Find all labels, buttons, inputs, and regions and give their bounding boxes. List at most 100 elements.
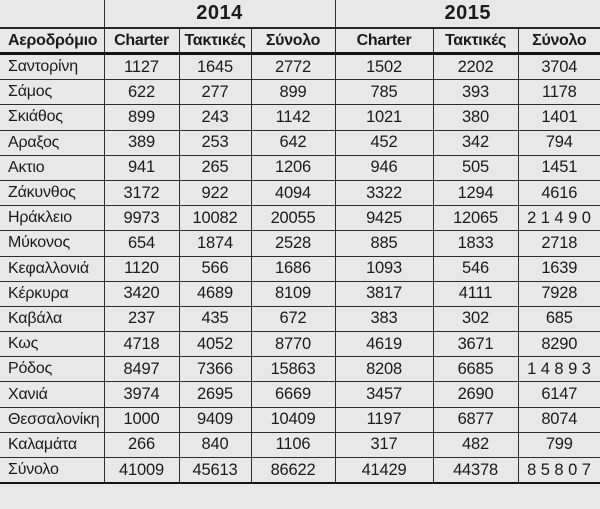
value-cell: 317 [335,432,434,459]
value-cell: 840 [179,432,252,459]
value-cell: 4094 [251,180,336,207]
value-cell: 6877 [433,407,519,433]
airport-flights-table: 2014 2015 Αεροδρόμιο Charter Τακτικές Σύ… [0,0,600,485]
value-cell: 785 [335,79,434,106]
value-cell: 672 [251,306,336,333]
value-cell: 1401 [518,104,600,131]
value-cell: 85807 [518,457,600,485]
value-cell: 1106 [251,432,336,459]
value-cell: 10409 [251,407,336,433]
value-cell: 946 [335,155,434,181]
airport-name-cell: Ζάκυνθος [0,180,105,207]
value-cell: 1833 [433,230,519,257]
charter-2015-header: Charter [335,28,434,55]
value-cell: 922 [179,180,252,207]
value-cell: 4619 [335,331,434,358]
value-cell: 3817 [335,281,434,307]
value-cell: 12065 [433,205,519,232]
charter-2014-header: Charter [104,28,180,55]
airport-name-cell: Καβάλα [0,306,105,333]
value-cell: 389 [104,130,180,156]
airport-name-cell: Σύνολο [0,457,105,485]
value-cell: 266 [104,432,180,459]
airport-name-cell: Αραξος [0,130,105,156]
value-cell: 1000 [104,407,180,433]
value-cell: 393 [433,79,519,106]
value-cell: 14893 [518,356,600,383]
value-cell: 452 [335,130,434,156]
table-row: Κως 4718 4052 8770 4619 3671 8290 [0,331,600,358]
value-cell: 41009 [104,457,180,485]
value-cell: 8290 [518,331,600,358]
value-cell: 1639 [518,256,600,282]
value-cell: 1127 [104,53,180,81]
value-cell: 8497 [104,356,180,383]
airport-name-cell: Καλαμάτα [0,432,105,459]
table-row: Ζάκυνθος 3172 922 4094 3322 1294 4616 [0,180,600,207]
value-cell: 10082 [179,205,252,232]
airport-name-cell: Σαντορίνη [0,53,105,81]
table-row: Αραξος 389 253 642 452 342 794 [0,130,600,156]
totals-row: Σύνολο 41009 45613 86622 41429 44378 85807 [0,457,600,485]
value-cell: 243 [179,104,252,131]
value-cell: 383 [335,306,434,333]
value-cell: 3322 [335,180,434,207]
table-row: Μύκονος 654 1874 2528 885 1833 2718 [0,230,600,257]
table-row: Σαντορίνη 1127 1645 2772 1502 2202 3704 [0,53,600,81]
airport-name-cell: Κεφαλλονιά [0,256,105,282]
value-cell: 2695 [179,381,252,408]
value-cell: 9409 [179,407,252,433]
table-row: Θεσσαλονίκη 1000 9409 10409 1197 6877 8074 [0,407,600,433]
table-row: Σάμος 622 277 899 785 393 1178 [0,79,600,106]
value-cell: 799 [518,432,600,459]
value-cell: 9425 [335,205,434,232]
value-cell: 1874 [179,230,252,257]
year-2015-header: 2015 [335,0,600,29]
value-cell: 253 [179,130,252,156]
column-header-row: Αεροδρόμιο Charter Τακτικές Σύνολο Chart… [0,28,600,55]
value-cell: 1451 [518,155,600,181]
value-cell: 2690 [433,381,519,408]
value-cell: 4689 [179,281,252,307]
table-row: Σκιάθος 899 243 1142 1021 380 1401 [0,104,600,131]
taktikes-2015-header: Τακτικές [433,28,519,55]
value-cell: 3420 [104,281,180,307]
value-cell: 86622 [251,457,336,485]
taktikes-2014-header: Τακτικές [179,28,252,55]
value-cell: 1120 [104,256,180,282]
value-cell: 8074 [518,407,600,433]
value-cell: 21490 [518,205,600,232]
value-cell: 482 [433,432,519,459]
value-cell: 685 [518,306,600,333]
table-body: Σαντορίνη 1127 1645 2772 1502 2202 3704 Σάμος 62… [0,53,600,485]
value-cell: 4111 [433,281,519,307]
value-cell: 1142 [251,104,336,131]
value-cell: 654 [104,230,180,257]
value-cell: 41429 [335,457,434,485]
value-cell: 9973 [104,205,180,232]
value-cell: 8208 [335,356,434,383]
table-row: Ρόδος 8497 7366 15863 8208 6685 14893 [0,356,600,383]
value-cell: 44378 [433,457,519,485]
airport-name-cell: Κως [0,331,105,358]
value-cell: 6669 [251,381,336,408]
value-cell: 566 [179,256,252,282]
value-cell: 642 [251,130,336,156]
value-cell: 302 [433,306,519,333]
value-cell: 3671 [433,331,519,358]
value-cell: 3974 [104,381,180,408]
value-cell: 1093 [335,256,434,282]
value-cell: 3457 [335,381,434,408]
value-cell: 1178 [518,79,600,106]
airport-name-cell: Χανιά [0,381,105,408]
value-cell: 435 [179,306,252,333]
table-row: Ακτιο 941 265 1206 946 505 1451 [0,155,600,181]
airport-name-cell: Μύκονος [0,230,105,257]
value-cell: 6685 [433,356,519,383]
value-cell: 546 [433,256,519,282]
value-cell: 8770 [251,331,336,358]
value-cell: 380 [433,104,519,131]
table-row: Χανιά 3974 2695 6669 3457 2690 6147 [0,381,600,408]
value-cell: 20055 [251,205,336,232]
year-2014-header: 2014 [104,0,336,29]
